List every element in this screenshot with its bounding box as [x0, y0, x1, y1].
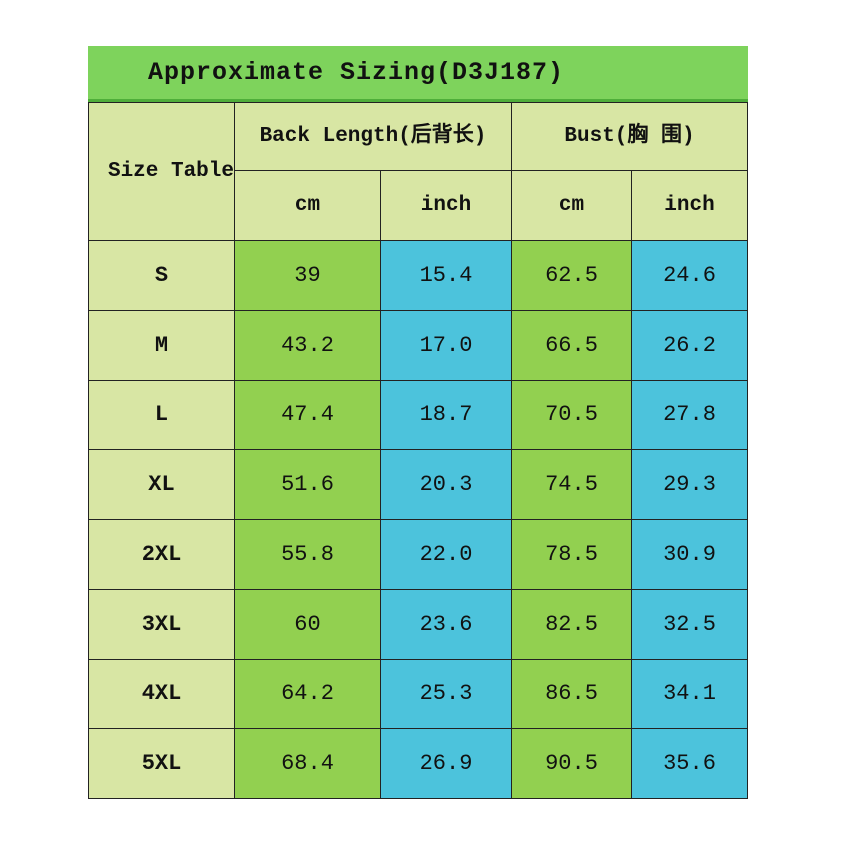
measurement: 62.5 — [511, 240, 632, 311]
measurement: 43.2 — [234, 309, 381, 381]
table-title: Approximate Sizing(D3J187) — [88, 46, 748, 102]
measurement: 23.6 — [380, 588, 512, 660]
unit-header: cm — [511, 170, 632, 241]
measurement: 30.9 — [631, 519, 748, 590]
measurement: 70.5 — [511, 379, 632, 451]
size-label: XL — [88, 449, 235, 520]
size-label: S — [88, 240, 235, 311]
measurement: 66.5 — [511, 309, 632, 381]
measurement: 60 — [234, 588, 381, 660]
size-label: 3XL — [88, 588, 235, 660]
measurement: 51.6 — [234, 449, 381, 520]
measurement: 34.1 — [631, 658, 748, 730]
measurement: 64.2 — [234, 658, 381, 730]
measurement: 26.2 — [631, 309, 748, 381]
measurement: 68.4 — [234, 728, 381, 799]
measurement: 20.3 — [380, 449, 512, 520]
size-label: 2XL — [88, 519, 235, 590]
measurement: 74.5 — [511, 449, 632, 520]
size-label: M — [88, 309, 235, 381]
back-length-header: Back Length(后背长) — [234, 102, 512, 171]
size-table-header: Size Table — [88, 102, 235, 241]
bust-header: Bust(胸 围) — [511, 102, 748, 171]
measurement: 24.6 — [631, 240, 748, 311]
unit-header: cm — [234, 170, 381, 241]
size-label: 4XL — [88, 658, 235, 730]
measurement: 15.4 — [380, 240, 512, 311]
measurement: 17.0 — [380, 309, 512, 381]
size-label: L — [88, 379, 235, 451]
unit-header: inch — [380, 170, 512, 241]
measurement: 18.7 — [380, 379, 512, 451]
measurement: 86.5 — [511, 658, 632, 730]
measurement: 82.5 — [511, 588, 632, 660]
measurement: 90.5 — [511, 728, 632, 799]
measurement: 22.0 — [380, 519, 512, 590]
size-label: 5XL — [88, 728, 235, 799]
measurement: 78.5 — [511, 519, 632, 590]
measurement: 47.4 — [234, 379, 381, 451]
measurement: 29.3 — [631, 449, 748, 520]
measurement: 55.8 — [234, 519, 381, 590]
measurement: 25.3 — [380, 658, 512, 730]
measurement: 27.8 — [631, 379, 748, 451]
measurement: 32.5 — [631, 588, 748, 660]
measurement: 35.6 — [631, 728, 748, 799]
unit-header: inch — [631, 170, 748, 241]
measurement: 26.9 — [380, 728, 512, 799]
measurement: 39 — [234, 240, 381, 311]
